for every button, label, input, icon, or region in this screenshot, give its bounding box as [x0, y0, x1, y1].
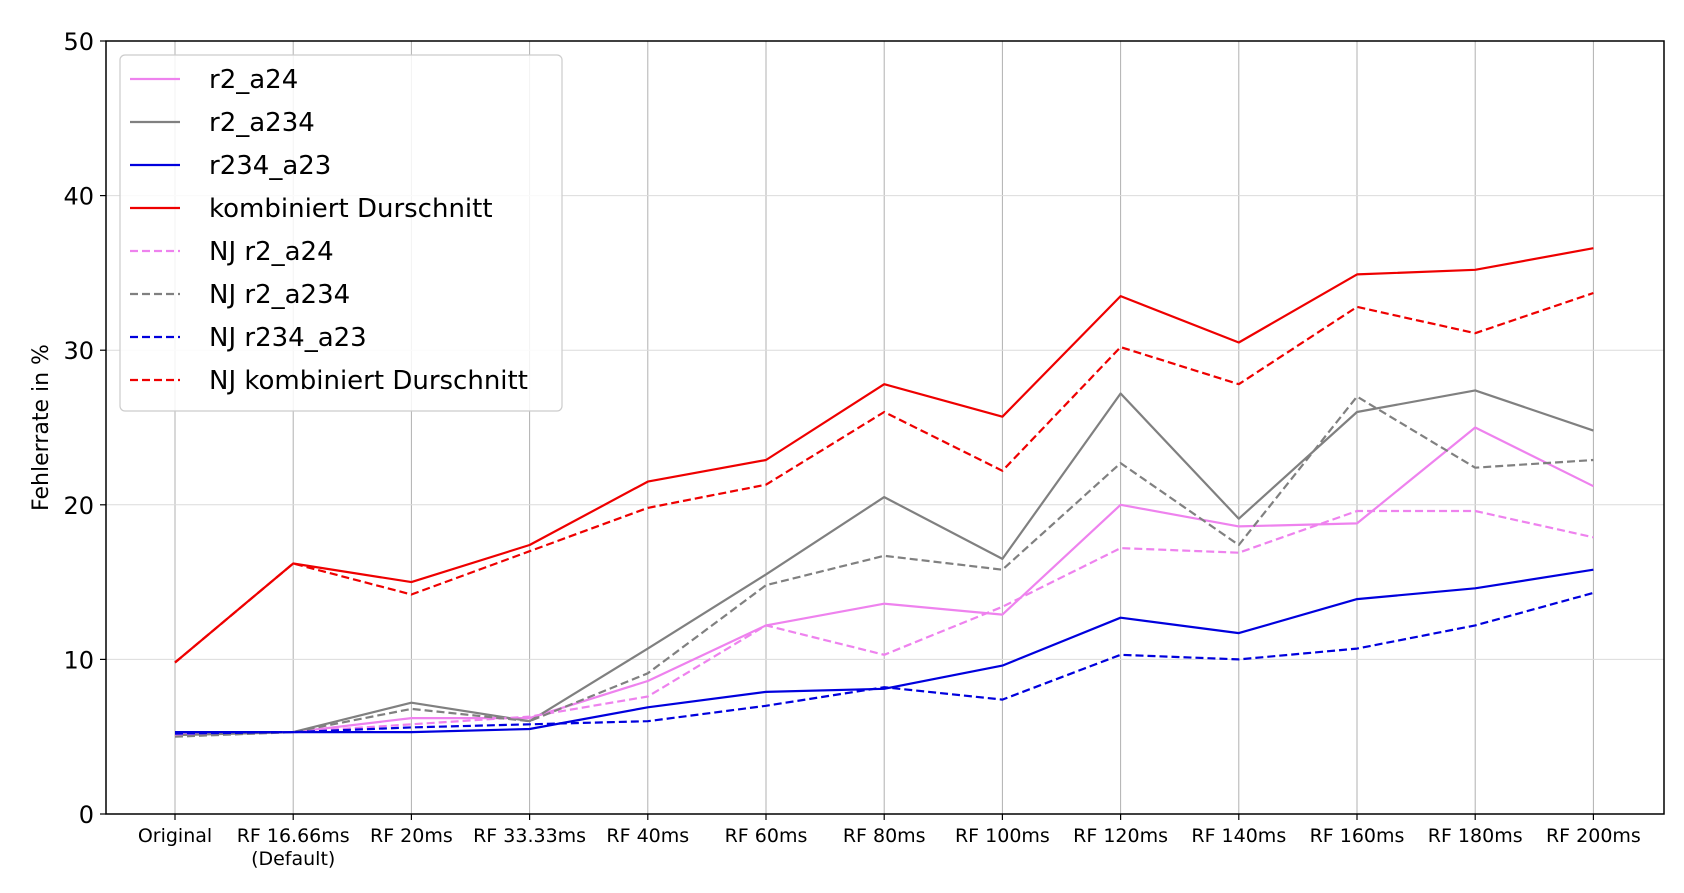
x-tick-label: RF 180ms — [1428, 825, 1523, 847]
x-tick-label: RF 160ms — [1310, 825, 1405, 847]
y-tick-label: 50 — [63, 28, 94, 56]
y-tick-label: 30 — [63, 337, 94, 365]
legend-entry: NJ r2_a234 — [209, 280, 350, 310]
y-tick-label: 40 — [63, 183, 94, 211]
legend-entry: NJ kombiniert Durschnitt — [209, 366, 528, 396]
y-tick-label: 20 — [63, 492, 94, 520]
series-line — [174, 591, 1594, 735]
legend-entry: r2_a234 — [209, 108, 315, 138]
legend-entry: NJ r234_a23 — [209, 323, 367, 353]
y-tick-label: 10 — [63, 646, 94, 674]
series-line — [174, 247, 1594, 664]
x-tick-label: RF 33.33ms — [473, 825, 586, 847]
x-tick-label: RF 16.66ms — [237, 825, 350, 847]
series-layer — [174, 247, 1594, 738]
x-tick-label: (Default) — [251, 848, 335, 870]
legend-box — [119, 54, 563, 412]
series-line — [174, 389, 1594, 737]
x-tick-label: RF 120ms — [1073, 825, 1168, 847]
x-tick-label: RF 200ms — [1546, 825, 1641, 847]
x-tick-label: RF 40ms — [606, 825, 689, 847]
x-tick-label: Original — [138, 825, 212, 847]
x-tick-label: RF 140ms — [1191, 825, 1286, 847]
series-line — [175, 568, 1594, 734]
x-tick-label: RF 100ms — [955, 825, 1050, 847]
series-line — [174, 291, 1594, 664]
grid-layer — [106, 41, 1664, 814]
legend-entry: r234_a23 — [209, 151, 331, 181]
x-tick-label: RF 80ms — [843, 825, 926, 847]
y-axis-label: Fehlerrate in % — [29, 344, 54, 511]
y-tick-label: 0 — [79, 801, 94, 829]
tick-layer: Original RF 16.66ms(Default) RF 20ms RF 33.… — [63, 28, 1640, 870]
x-tick-label: RF 60ms — [725, 825, 808, 847]
legend-entry: NJ r2_a24 — [209, 237, 334, 267]
legend-entry: r2_a24 — [209, 65, 298, 95]
plot-frame — [105, 40, 1665, 815]
legend: r2_a24 r2_a234 r234_a23 kombiniert Durschni… — [119, 54, 563, 412]
series-line — [174, 426, 1594, 735]
series-line — [174, 509, 1594, 737]
legend-entry: kombiniert Durschnitt — [209, 194, 493, 224]
x-tick-label: RF 20ms — [370, 825, 453, 847]
